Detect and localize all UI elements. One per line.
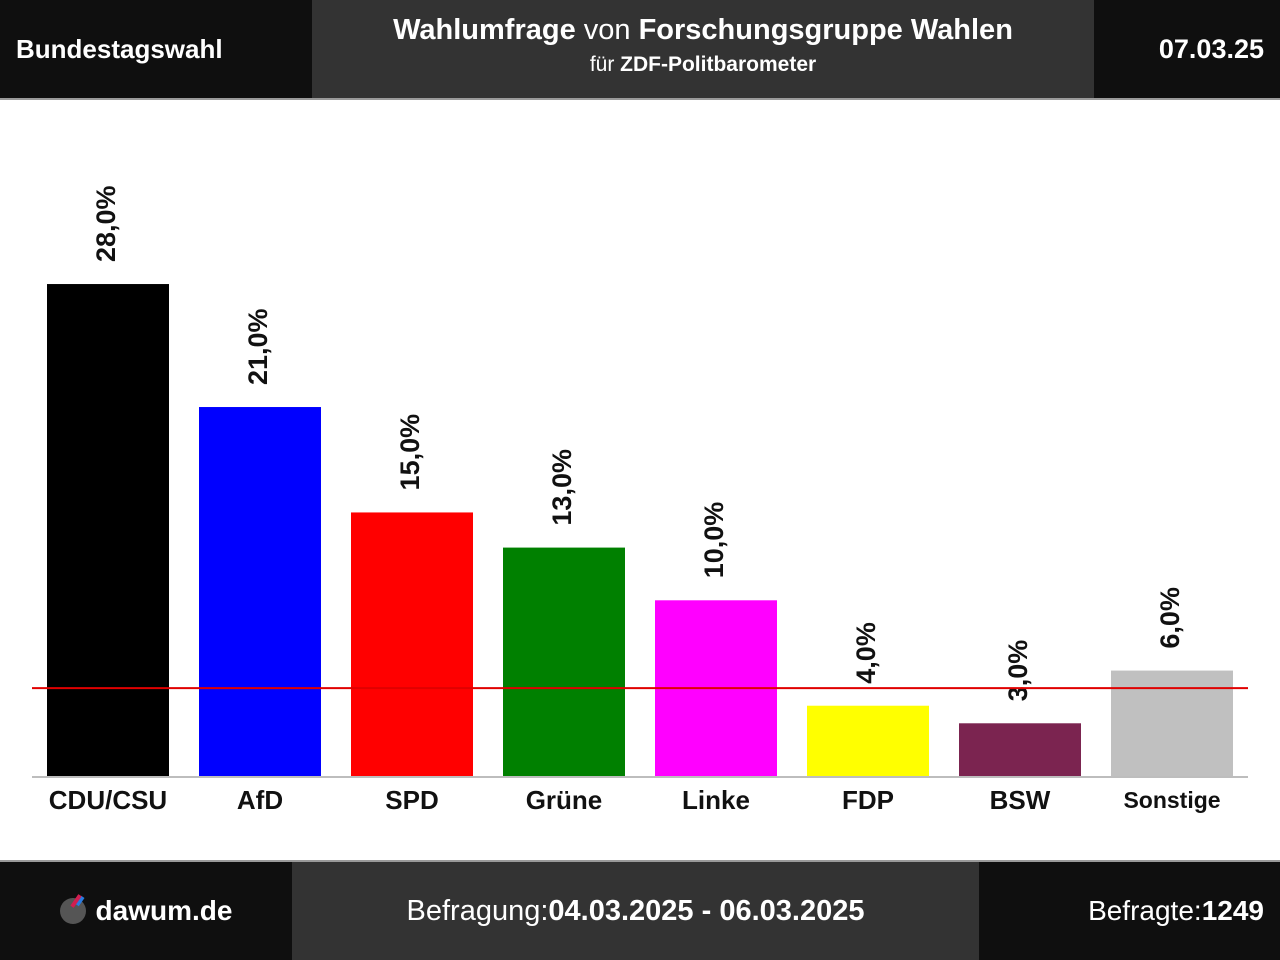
survey-period: Befragung: 04.03.2025 - 06.03.2025 xyxy=(292,862,979,960)
chart-subtitle: für ZDF-Politbarometer xyxy=(312,53,1094,77)
respondents: Befragte: 1249 xyxy=(979,862,1280,960)
category-label-4: Grüne xyxy=(526,785,603,815)
title-connector: von xyxy=(575,14,639,46)
publication-date: 07.03.25 xyxy=(1158,33,1264,64)
category-label-2: AfD xyxy=(237,785,283,815)
bar-chart: 28,0% CDU/CSU 21,0% AfD 15,0% SPD 13,0% Grüne 10… xyxy=(32,185,1248,815)
dawum-logo-icon xyxy=(59,898,86,924)
category-label-1: CDU/CSU xyxy=(49,785,167,815)
title-survey-word: Wahlumfrage xyxy=(393,14,576,46)
bar-2 xyxy=(199,407,321,776)
bar-1 xyxy=(47,284,169,776)
header-bar: Bundestagswahl Wahlumfrage von Forschung… xyxy=(0,0,1280,100)
election-type-label: Bundestagswahl xyxy=(16,33,223,64)
footer-bar: dawum.de Befragung: 04.03.2025 - 06.03.2… xyxy=(0,860,1280,960)
value-label-4: 13,0% xyxy=(547,449,577,526)
bar-4 xyxy=(503,547,625,776)
client-name: ZDF-Politbarometer xyxy=(620,53,817,76)
header-title-block: Wahlumfrage von Forschungsgruppe Wahlen … xyxy=(312,0,1094,98)
value-label-7: 3,0% xyxy=(1003,640,1033,702)
value-label-5: 10,0% xyxy=(699,502,729,579)
category-label-3: SPD xyxy=(385,785,438,815)
subtitle-prefix: für xyxy=(589,53,621,76)
bar-3 xyxy=(351,512,473,776)
category-label-6: FDP xyxy=(842,785,894,815)
respondents-value: 1249 xyxy=(1201,895,1264,926)
value-label-8: 6,0% xyxy=(1155,587,1185,649)
pollster-name: Forschungsgruppe Wahlen xyxy=(638,14,1013,46)
respondents-label: Befragte: xyxy=(1088,895,1202,926)
category-label-7: BSW xyxy=(990,785,1051,815)
value-label-2: 21,0% xyxy=(243,308,273,385)
bar-6 xyxy=(807,705,929,776)
bar-8 xyxy=(1111,670,1233,776)
chart-title: Wahlumfrage von Forschungsgruppe Wahlen xyxy=(312,14,1094,47)
survey-period-label: Befragung: xyxy=(406,894,549,927)
site-name: dawum.de xyxy=(95,895,233,926)
value-label-6: 4,0% xyxy=(851,622,881,684)
bar-7 xyxy=(959,723,1081,776)
category-label-8: Sonstige xyxy=(1123,787,1220,813)
value-label-1: 28,0% xyxy=(91,185,121,262)
value-label-3: 15,0% xyxy=(395,414,425,491)
site-link[interactable]: dawum.de xyxy=(0,862,292,960)
survey-period-value: 04.03.2025 - 06.03.2025 xyxy=(548,894,865,927)
category-label-5: Linke xyxy=(682,785,750,815)
